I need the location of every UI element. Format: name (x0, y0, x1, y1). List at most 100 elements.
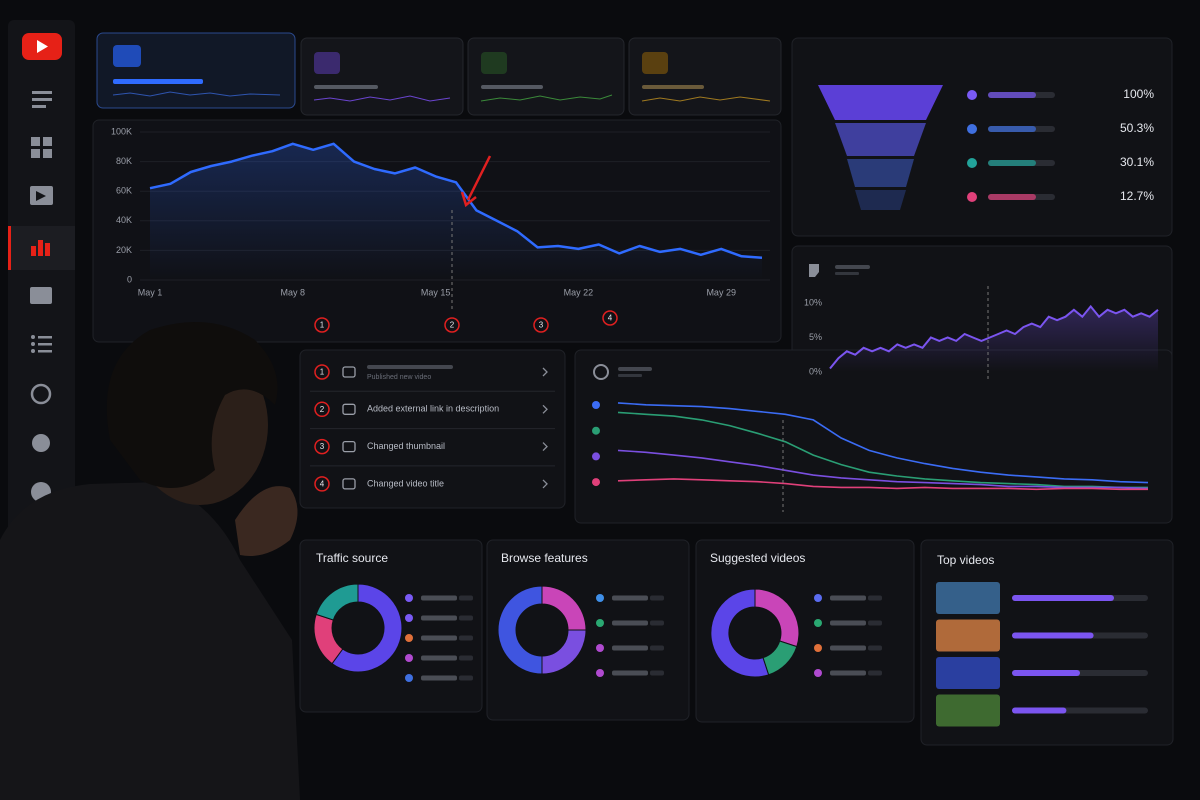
placeholder-bar (830, 595, 866, 601)
kpi-icon (314, 52, 340, 74)
icon-content-play (36, 191, 46, 201)
conversion-area (830, 306, 1158, 372)
bar-fill (988, 194, 1036, 200)
chevron[interactable] (542, 404, 548, 414)
kpi-cards[interactable] (96, 32, 782, 116)
legend-dot (814, 644, 822, 652)
donut-segment (497, 585, 543, 675)
event-icon (342, 478, 356, 490)
bar-track (459, 635, 473, 641)
video-thumbnail[interactable] (936, 582, 1000, 614)
placeholder-bar (618, 367, 652, 371)
icon-menu[interactable] (32, 98, 52, 101)
icon-list[interactable] (38, 343, 52, 346)
icon-list[interactable] (38, 336, 52, 339)
event-marker[interactable] (602, 310, 618, 326)
icon-list[interactable] (31, 335, 35, 339)
legend-dot (967, 158, 977, 168)
event-label: Changed thumbnail (367, 441, 445, 451)
icon-list[interactable] (31, 349, 35, 353)
bar-track (650, 670, 664, 676)
icon-menu[interactable] (32, 105, 46, 108)
bar-track (650, 595, 664, 601)
views-line (149, 142, 763, 260)
legend-dot (405, 594, 413, 602)
event-icon (342, 403, 356, 415)
panel-title: Suggested videos (710, 551, 805, 565)
legend-dot (592, 478, 600, 487)
kpi-bar (481, 85, 543, 89)
icon-bar (38, 240, 43, 256)
placeholder-bar (421, 675, 457, 681)
icon-list[interactable] (38, 350, 52, 353)
chevron[interactable] (542, 442, 548, 452)
legend-dot (405, 654, 413, 662)
event-number-badge (314, 364, 330, 380)
funnel-percent: 30.1% (1120, 155, 1154, 169)
icon-dashboard[interactable] (43, 149, 52, 158)
event-number: 3 (320, 442, 325, 451)
kpi-card[interactable] (300, 37, 464, 116)
top-video-bar (1012, 670, 1080, 676)
kpi-bar (113, 79, 203, 84)
icon-copyright[interactable] (30, 383, 52, 405)
event-marker[interactable] (533, 317, 549, 333)
y-tick-label: 20K (116, 245, 132, 255)
icon-dashboard[interactable] (31, 137, 40, 146)
video-thumbnail[interactable] (936, 619, 1000, 652)
legend-dot (814, 669, 822, 677)
event-number: 1 (320, 368, 325, 377)
bar-track (459, 615, 473, 621)
kpi-sparkline (313, 95, 451, 102)
kpi-card[interactable] (628, 37, 782, 116)
chevron[interactable] (542, 367, 548, 377)
dislike-icon (809, 264, 819, 277)
bar-track (868, 670, 882, 676)
funnel-step (818, 85, 943, 120)
legend-dot (596, 644, 604, 652)
kpi-card[interactable] (467, 37, 625, 116)
event-number: 2 (320, 405, 325, 414)
conversion-line (829, 304, 1159, 370)
legend-dot (814, 619, 822, 627)
icon-dashboard[interactable] (43, 137, 52, 146)
browse-panel (486, 539, 690, 721)
chevron[interactable] (542, 479, 548, 489)
views-area (150, 143, 762, 280)
kpi-card[interactable] (96, 32, 296, 109)
x-tick-label: May 22 (564, 287, 594, 297)
placeholder-bar (835, 272, 859, 275)
person (0, 322, 300, 800)
placeholder-bar (421, 635, 457, 641)
logo-play (37, 40, 48, 53)
legend-dot (592, 401, 600, 409)
event-icon (342, 440, 356, 453)
bar-track (459, 675, 473, 681)
icon-dashboard[interactable] (31, 149, 40, 158)
icon-menu[interactable] (32, 91, 52, 94)
funnel-step (855, 190, 906, 210)
icon-analytics[interactable] (31, 240, 50, 256)
placeholder-bar (830, 670, 866, 676)
event-label: Published new video (367, 374, 431, 381)
x-tick-label: May 8 (281, 287, 306, 297)
funnel-percent: 12.7% (1120, 189, 1154, 203)
event-marker[interactable] (444, 317, 460, 333)
icon-comments[interactable] (30, 287, 52, 304)
person-hair (106, 322, 278, 488)
retention-panel (574, 349, 1173, 524)
bar-track (650, 620, 664, 626)
x-tick-label: May 15 (421, 287, 451, 297)
icon-earn[interactable] (32, 434, 50, 452)
legend-dot (967, 90, 977, 100)
event-marker[interactable] (314, 317, 330, 333)
y-tick-label: 60K (116, 186, 132, 196)
event-label: Added external link in description (367, 404, 499, 414)
video-thumbnail[interactable] (936, 694, 1000, 727)
video-thumbnail[interactable] (936, 657, 1000, 689)
icon-list[interactable] (31, 342, 35, 346)
placeholder-bar (421, 595, 457, 601)
legend-dot (405, 614, 413, 622)
panel-title: Top videos (937, 553, 994, 567)
retention-line (617, 411, 1148, 489)
